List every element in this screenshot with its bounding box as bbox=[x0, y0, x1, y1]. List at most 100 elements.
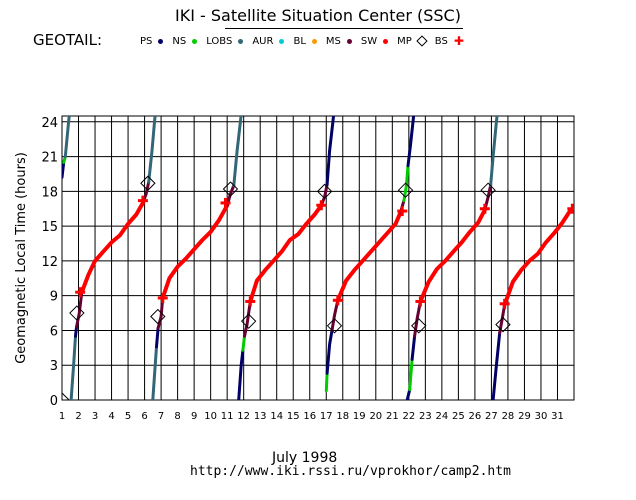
legend-item: BS ✚ bbox=[434, 35, 464, 47]
bow-shock-marker bbox=[316, 200, 327, 211]
orbit-segment-ps bbox=[406, 116, 416, 168]
x-tick-label: 1 bbox=[59, 411, 65, 422]
page-title: IKI - Satellite Situation Center (SSC) bbox=[175, 6, 461, 25]
magnetopause-marker bbox=[240, 313, 257, 329]
x-tick-label: 28 bbox=[502, 411, 515, 422]
x-tick-label: 25 bbox=[452, 411, 465, 422]
legend-dot-icon bbox=[346, 38, 352, 44]
orbit-segment-lobs bbox=[63, 116, 71, 159]
orbit-segment-sw bbox=[160, 203, 230, 300]
legend-label: AUR bbox=[252, 36, 274, 47]
orbit-segment-ms bbox=[225, 184, 236, 207]
orbit-segment-ps bbox=[74, 325, 78, 338]
legend-label: MS bbox=[325, 36, 341, 47]
orbit-segment-ps bbox=[62, 160, 66, 179]
y-tick-label: 15 bbox=[41, 220, 58, 235]
bow-shock-bar-v bbox=[336, 295, 340, 306]
bow-shock-bar-h bbox=[567, 207, 574, 211]
x-tick-label: 26 bbox=[469, 411, 482, 422]
orbit-segment-ps bbox=[237, 348, 245, 400]
x-tick-label: 2 bbox=[75, 411, 81, 422]
legend-item: MS bbox=[326, 36, 352, 47]
magnetopause-marker bbox=[411, 318, 427, 334]
magnetopause-marker bbox=[480, 182, 496, 198]
orbit-segment-lobs bbox=[69, 334, 77, 400]
x-tick-label: 8 bbox=[174, 411, 180, 422]
bow-shock-marker bbox=[332, 295, 343, 306]
bow-shock-bar-v bbox=[248, 296, 252, 307]
legend-dot-icon bbox=[158, 38, 164, 44]
crossing-markers bbox=[62, 175, 574, 400]
orbit-segment-ps bbox=[491, 331, 502, 400]
orbit-segment-sw bbox=[248, 203, 324, 304]
orbit-segment-ms bbox=[413, 300, 422, 338]
bow-shock-bar-v bbox=[400, 206, 404, 217]
legend-label: MP bbox=[397, 36, 412, 47]
bow-shock-marker bbox=[415, 296, 426, 307]
orbit-segment-ps bbox=[325, 116, 336, 186]
magnetopause-marker bbox=[62, 392, 70, 400]
y-axis-label: Geomagnetic Local Time (hours) bbox=[14, 152, 29, 364]
title-underline bbox=[225, 28, 463, 29]
x-tick-label: 30 bbox=[535, 411, 548, 422]
x-tick-label: 22 bbox=[402, 411, 415, 422]
magnetopause-marker bbox=[495, 316, 511, 333]
x-tick-label: 13 bbox=[254, 411, 267, 422]
orbit-segment-sw bbox=[335, 210, 403, 303]
x-tick-label: 5 bbox=[125, 411, 131, 422]
bow-shock-bar-v bbox=[78, 287, 82, 298]
magnetopause-marker bbox=[222, 181, 239, 197]
bow-shock-bar-v bbox=[161, 292, 165, 303]
y-tick-label: 12 bbox=[41, 255, 58, 270]
legend-item: SW bbox=[361, 36, 389, 47]
x-axis-label: July 1998 bbox=[272, 450, 338, 466]
orbit-segment-ps bbox=[405, 388, 412, 400]
source-url[interactable]: http://www.iki.rssi.ru/vprokhor/camp2.ht… bbox=[190, 464, 511, 479]
bow-shock-bar-v bbox=[418, 296, 422, 307]
bow-shock-bar-v bbox=[141, 195, 145, 206]
orbit-segment-ns bbox=[402, 164, 410, 203]
orbit-segment-ns bbox=[241, 334, 246, 352]
legend-label: BL bbox=[293, 36, 306, 47]
legend-label: PS bbox=[140, 36, 153, 47]
y-tick-label: 21 bbox=[41, 151, 58, 166]
x-tick-label: 9 bbox=[191, 411, 197, 422]
bow-shock-marker bbox=[499, 298, 510, 309]
orbit-segment-ms bbox=[243, 300, 252, 338]
legend-item: AUR bbox=[252, 36, 285, 47]
x-tick-label: 18 bbox=[336, 411, 349, 422]
orbit-segment-sw bbox=[502, 207, 573, 307]
orbit-segment-lobs bbox=[147, 116, 157, 184]
bow-shock-marker bbox=[75, 287, 86, 298]
x-tick-label: 16 bbox=[303, 411, 316, 422]
x-tick-label: 21 bbox=[386, 411, 399, 422]
x-tick-label: 10 bbox=[204, 411, 217, 422]
bow-shock-marker bbox=[397, 206, 408, 217]
orbit-segment-lobs bbox=[151, 345, 158, 400]
legend-label: NS bbox=[172, 36, 187, 47]
orbit-segment-sw bbox=[418, 207, 487, 304]
y-tick-label: 18 bbox=[41, 185, 58, 200]
orbit-track bbox=[62, 116, 573, 400]
y-tick-label: 0 bbox=[50, 394, 58, 409]
legend-dot-icon bbox=[383, 38, 389, 44]
legend-dot-icon bbox=[279, 38, 285, 44]
bow-shock-marker bbox=[567, 203, 574, 214]
x-tick-label: 19 bbox=[353, 411, 366, 422]
bow-shock-bar-v bbox=[503, 298, 507, 309]
bow-shock-marker bbox=[157, 292, 168, 303]
bow-shock-bar-v bbox=[483, 203, 487, 214]
magnetopause-marker bbox=[397, 182, 414, 198]
legend-dot-icon bbox=[238, 38, 244, 44]
magnetopause-marker bbox=[316, 183, 333, 200]
legend: PS NS LOBS AUR BL MS SW MP BS ✚ bbox=[140, 35, 473, 47]
bow-shock-bar-v bbox=[570, 203, 574, 214]
x-tick-label: 23 bbox=[419, 411, 432, 422]
x-tick-label: 6 bbox=[141, 411, 147, 422]
x-tick-labels: 1 2 3 4 5 6 7 8 9 10 11 12 13 14 15 16 17 18 19 20 21 22 23 24 2… bbox=[59, 411, 564, 422]
orbit-segment-ps bbox=[410, 334, 417, 361]
bow-shock-marker bbox=[245, 296, 256, 307]
legend-label: BS bbox=[434, 36, 448, 47]
magnetopause-marker bbox=[150, 308, 166, 325]
